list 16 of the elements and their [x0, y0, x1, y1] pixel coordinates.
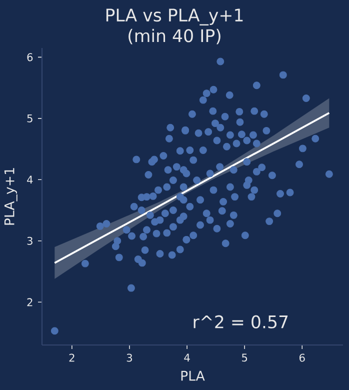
x-tick-label: 4: [184, 354, 190, 362]
annotation: r^2 = 0.57: [194, 315, 288, 328]
x-tick-label: 5: [242, 354, 248, 362]
line-series: [54, 112, 330, 264]
chart-title: PLA vs PLA_y+1: [106, 8, 243, 26]
chart-subtitle: (min 40 IP): [128, 28, 220, 44]
y-tick-label: 3: [27, 236, 32, 245]
x-tick-label: 6: [299, 354, 305, 362]
y-tick-label: 2: [27, 298, 32, 306]
y-tick-label: 4: [27, 176, 33, 184]
x-tick-label: 2: [69, 354, 74, 362]
y-tick-label: 5: [27, 114, 32, 122]
y-tick-label: 6: [27, 53, 33, 62]
y-axis-title: PLA_y+1: [4, 168, 18, 225]
x-axis-title: PLA: [181, 370, 205, 381]
x-tick-label: 3: [126, 354, 132, 362]
